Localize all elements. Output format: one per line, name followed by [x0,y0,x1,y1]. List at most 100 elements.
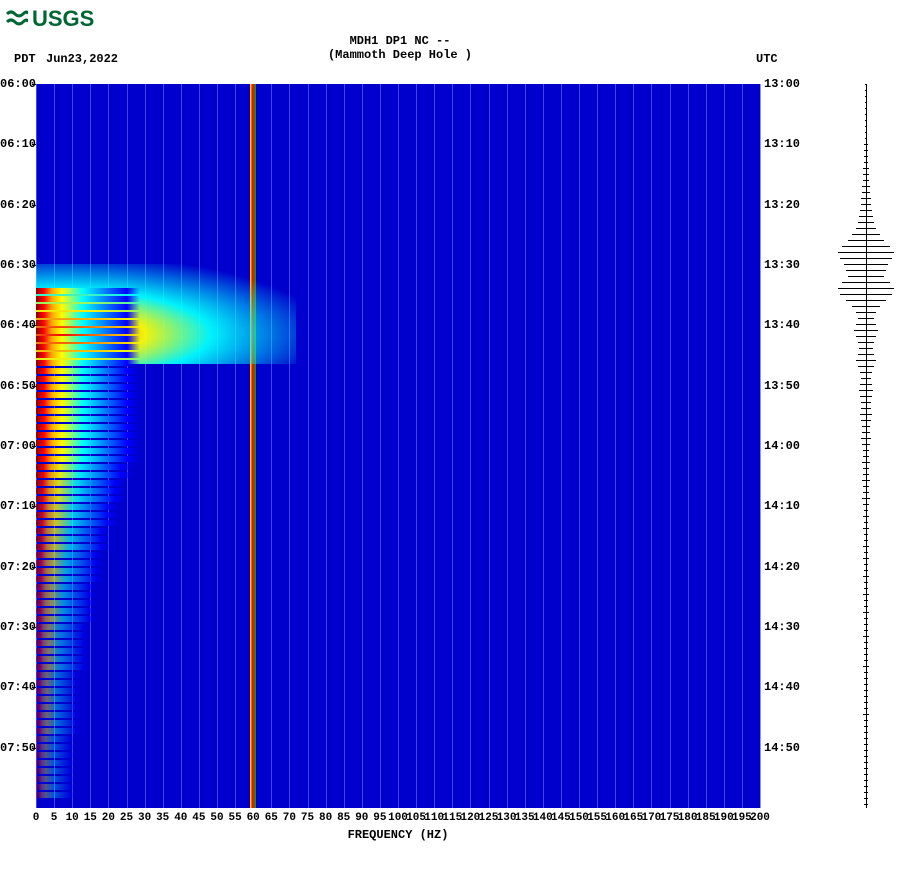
y-tick-utc: 14:20 [764,560,800,574]
spectral-band [36,768,134,774]
spectral-band [36,352,296,358]
spectral-band [36,360,296,366]
spectral-band [36,456,296,462]
x-tick: 140 [533,812,553,824]
amplitude-sample [864,702,868,703]
y-tick-pdt: 06:00 [0,77,34,91]
amplitude-sample [863,714,869,715]
y-tick-pdt: 06:40 [0,318,34,332]
gridline [271,84,272,808]
amplitude-sample [862,432,870,433]
amplitude-sample [864,552,868,553]
x-tick: 175 [660,812,680,824]
spectral-band [36,408,296,414]
amplitude-sample [860,210,872,211]
spectral-band [36,448,296,454]
amplitude-sample [863,450,869,451]
amplitude-sample [861,204,871,205]
amplitude-sample [864,774,868,775]
amplitude-sample [864,786,868,787]
spectral-band [36,336,296,342]
station-id: MDH1 DP1 NC -- [0,34,800,48]
x-tick: 145 [551,812,571,824]
amplitude-sample [864,144,868,145]
y-tick-pdt: 06:30 [0,258,34,272]
amplitude-sample [864,600,868,601]
y-tick-utc: 13:10 [764,137,800,151]
x-axis-ticks: 0510152025303540455055606570758085909510… [36,812,760,826]
spectral-band [36,304,296,310]
amplitude-sample [858,366,874,367]
y-tick-utc: 14:10 [764,499,800,513]
gridline [344,84,345,808]
x-tick: 10 [66,812,79,824]
amplitude-sample [842,246,890,247]
amplitude-sample [864,744,868,745]
amplitude-sample [858,354,874,355]
amplitude-sample [848,276,884,277]
spectral-band [36,416,296,422]
amplitude-sample [863,576,869,577]
gridline [579,84,580,808]
amplitude-sample [861,402,871,403]
y-tick-utc: 13:20 [764,198,800,212]
spectral-band [36,792,134,798]
amplitude-sample [862,498,870,499]
amplitude-sample [862,444,870,445]
spectral-band [36,368,296,374]
timezone-left: PDT [14,52,36,66]
spectral-band [36,608,188,614]
y-tick-mark [32,748,36,749]
amplitude-sample [864,588,868,589]
timezone-right: UTC [756,52,778,66]
amplitude-sample [864,522,868,523]
x-tick: 85 [337,812,350,824]
gridline [706,84,707,808]
amplitude-sample [859,216,873,217]
spectral-band [36,736,134,742]
spectral-band [36,424,296,430]
amplitude-sample [865,90,867,91]
spectral-band [36,440,296,446]
spectral-band [36,664,170,670]
amplitude-sample [864,708,868,709]
amplitude-sample [852,234,880,235]
amplitude-sample [864,762,868,763]
x-tick: 25 [120,812,133,824]
x-tick: 55 [228,812,241,824]
amplitude-sample [856,324,876,325]
amplitude-sample [863,474,869,475]
spectral-band [36,392,296,398]
amplitude-sample [864,798,868,799]
amplitude-sample [858,342,874,343]
gridline [670,84,671,808]
x-tick: 0 [33,812,40,824]
amplitude-sample [861,408,871,409]
gridline [181,84,182,808]
x-tick: 95 [373,812,386,824]
amplitude-sample [862,186,870,187]
y-tick-pdt: 06:20 [0,198,34,212]
spectral-band [36,544,224,550]
spectral-band [36,704,152,710]
amplitude-sample [856,336,876,337]
y-tick-pdt: 07:40 [0,680,34,694]
y-tick-utc: 14:40 [764,680,800,694]
amplitude-sample [844,264,888,265]
usgs-text: USGS [32,6,94,31]
spectral-band [36,520,242,526]
amplitude-sample [863,468,869,469]
spectral-band [36,296,296,302]
amplitude-sample [861,438,871,439]
y-tick-pdt: 07:30 [0,620,34,634]
y-tick-utc: 13:00 [764,77,800,91]
spectral-band [36,624,170,630]
x-tick: 100 [388,812,408,824]
gridline [235,84,236,808]
spectral-band [36,632,170,638]
spectral-band [36,496,260,502]
amplitude-sample [863,546,869,547]
amplitude-sample [865,108,867,109]
spectral-band [36,672,152,678]
spectral-band [36,320,296,326]
